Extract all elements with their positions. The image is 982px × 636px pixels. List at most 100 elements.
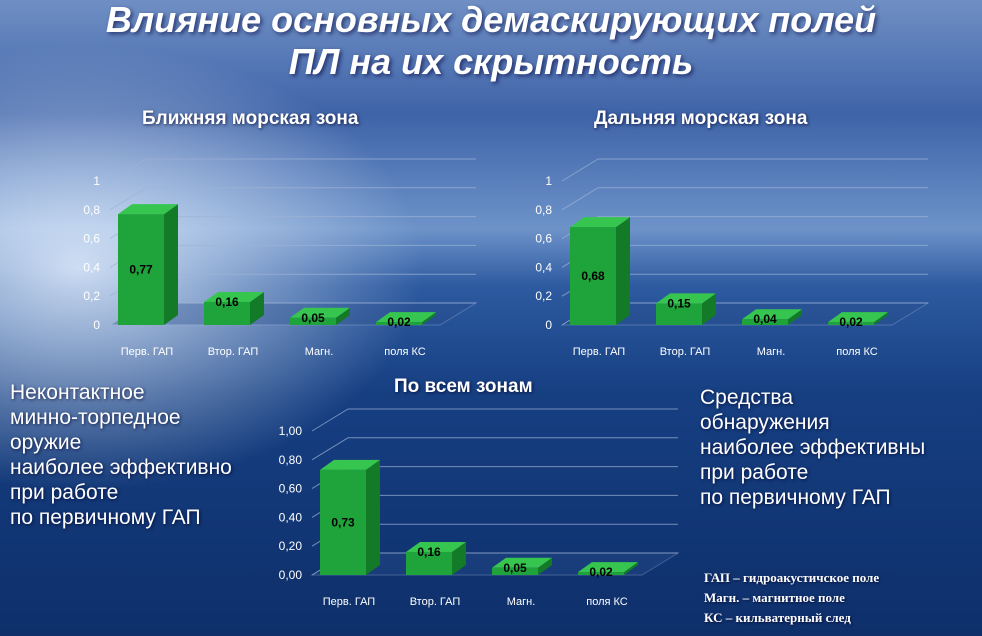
legend-line: Магн. – магнитное поле bbox=[704, 590, 845, 605]
y-tick-label: 0,6 bbox=[535, 232, 552, 246]
category-label: Перв. ГАП bbox=[323, 596, 376, 608]
bar bbox=[320, 469, 366, 575]
y-tick-label: 1 bbox=[93, 174, 100, 188]
bar-side bbox=[422, 312, 436, 325]
bar-top bbox=[320, 459, 380, 470]
chart-far-zone: 0 0,2 0,4 0,6 0,8 1 0,68 Перв. ГАП 0,15 Втор. ГАП… bbox=[535, 158, 930, 358]
bar-top bbox=[578, 562, 638, 573]
category-label: поля КС bbox=[586, 596, 628, 608]
right-note-line: Средства bbox=[700, 386, 794, 409]
grid-line-depth bbox=[109, 187, 147, 211]
chart1-title: Ближняя морская зона bbox=[142, 108, 359, 129]
bar-value-label: 0,16 bbox=[417, 545, 441, 559]
legend-line: ГАП – гидроакустичское поле bbox=[704, 570, 880, 585]
chart3-title: По всем зонам bbox=[394, 376, 533, 397]
left-note-line: при работе bbox=[10, 481, 119, 504]
bar-side bbox=[366, 459, 380, 575]
grid-line-depth bbox=[561, 158, 599, 182]
category-label: Втор. ГАП bbox=[660, 346, 711, 358]
bar-side bbox=[624, 562, 638, 575]
bar-side bbox=[164, 204, 178, 325]
bar-top bbox=[376, 312, 436, 323]
right-note: Средства обнаружения наиболее эффективны… bbox=[700, 385, 925, 510]
y-tick-label: 0,80 bbox=[279, 453, 303, 467]
right-note-line: по первичному ГАП bbox=[700, 486, 891, 509]
y-tick-label: 0 bbox=[545, 318, 552, 332]
bar-value-label: 0,77 bbox=[129, 263, 153, 277]
chart2-title: Дальняя морская зона bbox=[594, 108, 808, 129]
bar bbox=[204, 301, 250, 325]
bar bbox=[290, 317, 336, 325]
bar-value-label: 0,02 bbox=[839, 315, 863, 329]
y-tick-label: 0,40 bbox=[279, 510, 303, 524]
category-label: Магн. bbox=[757, 346, 786, 358]
bar-side bbox=[336, 307, 350, 325]
bar-side bbox=[874, 312, 888, 325]
bar bbox=[118, 214, 164, 325]
left-note-line: наиболее эффективно bbox=[10, 456, 232, 479]
bar bbox=[492, 567, 538, 575]
bar-value-label: 0,05 bbox=[301, 311, 325, 325]
bar-top bbox=[118, 204, 178, 215]
y-tick-label: 0,8 bbox=[535, 203, 552, 217]
category-label: Перв. ГАП bbox=[573, 346, 626, 358]
bar-top bbox=[828, 312, 888, 323]
bar-top bbox=[406, 541, 466, 552]
y-tick-label: 1,00 bbox=[279, 424, 303, 438]
bar-top bbox=[742, 309, 802, 320]
bar-side bbox=[788, 309, 802, 325]
left-note-line: Неконтактное bbox=[10, 381, 145, 404]
category-label: Магн. bbox=[305, 346, 334, 358]
y-tick-label: 0,60 bbox=[279, 482, 303, 496]
y-tick-label: 0,6 bbox=[83, 232, 100, 246]
y-tick-label: 0,2 bbox=[535, 289, 552, 303]
bar-value-label: 0,04 bbox=[753, 312, 777, 326]
chart-all-zones: 0,00 0,20 0,40 0,60 0,80 1,00 0,73 Перв. ГАП 0,1… bbox=[279, 408, 680, 608]
grid-line-depth bbox=[311, 408, 349, 432]
slide-title-line2: ПЛ на их скрытность bbox=[288, 41, 694, 82]
y-tick-label: 0,4 bbox=[535, 260, 552, 274]
left-note-line: минно-торпедное bbox=[10, 406, 181, 429]
left-note-line: по первичному ГАП bbox=[10, 506, 201, 529]
grid-line-depth bbox=[109, 158, 147, 182]
right-note-line: обнаружения bbox=[700, 411, 830, 434]
category-label: Магн. bbox=[507, 596, 536, 608]
bar-side bbox=[250, 291, 264, 325]
grid-line-depth bbox=[561, 187, 599, 211]
category-label: поля КС bbox=[384, 346, 426, 358]
bar-value-label: 0,05 bbox=[503, 561, 527, 575]
bar bbox=[376, 322, 422, 325]
bar-top bbox=[656, 293, 716, 304]
bar-value-label: 0,16 bbox=[215, 295, 239, 309]
y-tick-label: 0,20 bbox=[279, 539, 303, 553]
category-label: поля КС bbox=[836, 346, 878, 358]
bar-value-label: 0,73 bbox=[331, 515, 355, 529]
bar-side bbox=[616, 217, 630, 325]
y-tick-label: 0,00 bbox=[279, 568, 303, 582]
category-label: Втор. ГАП bbox=[410, 596, 461, 608]
right-note-line: при работе bbox=[700, 461, 809, 484]
y-tick-label: 0,4 bbox=[83, 260, 100, 274]
bar-side bbox=[538, 557, 552, 575]
bar bbox=[656, 303, 702, 325]
bar-side bbox=[452, 541, 466, 575]
bar bbox=[570, 227, 616, 325]
legend-line: КС – кильватерный след bbox=[704, 610, 851, 625]
slide-title-line1: Влияние основных демаскирующих полей bbox=[105, 0, 877, 40]
left-note-line: оружие bbox=[10, 431, 82, 454]
bar-top bbox=[570, 217, 630, 228]
grid-line-depth bbox=[311, 437, 349, 461]
bar-top bbox=[290, 307, 350, 318]
y-tick-label: 0 bbox=[93, 318, 100, 332]
chart-near-zone: 0 0,2 0,4 0,6 0,8 1 0,77 Перв. ГАП 0,16 Втор. ГАП… bbox=[83, 158, 478, 358]
bar-value-label: 0,15 bbox=[667, 296, 691, 310]
y-tick-label: 0,2 bbox=[83, 289, 100, 303]
bar bbox=[828, 322, 874, 325]
left-note: Неконтактное минно-торпедное оружие наиб… bbox=[10, 380, 232, 530]
bar-value-label: 0,02 bbox=[387, 315, 411, 329]
bar bbox=[578, 572, 624, 575]
bar bbox=[406, 551, 452, 575]
bar-top bbox=[204, 291, 264, 302]
y-tick-label: 1 bbox=[545, 174, 552, 188]
